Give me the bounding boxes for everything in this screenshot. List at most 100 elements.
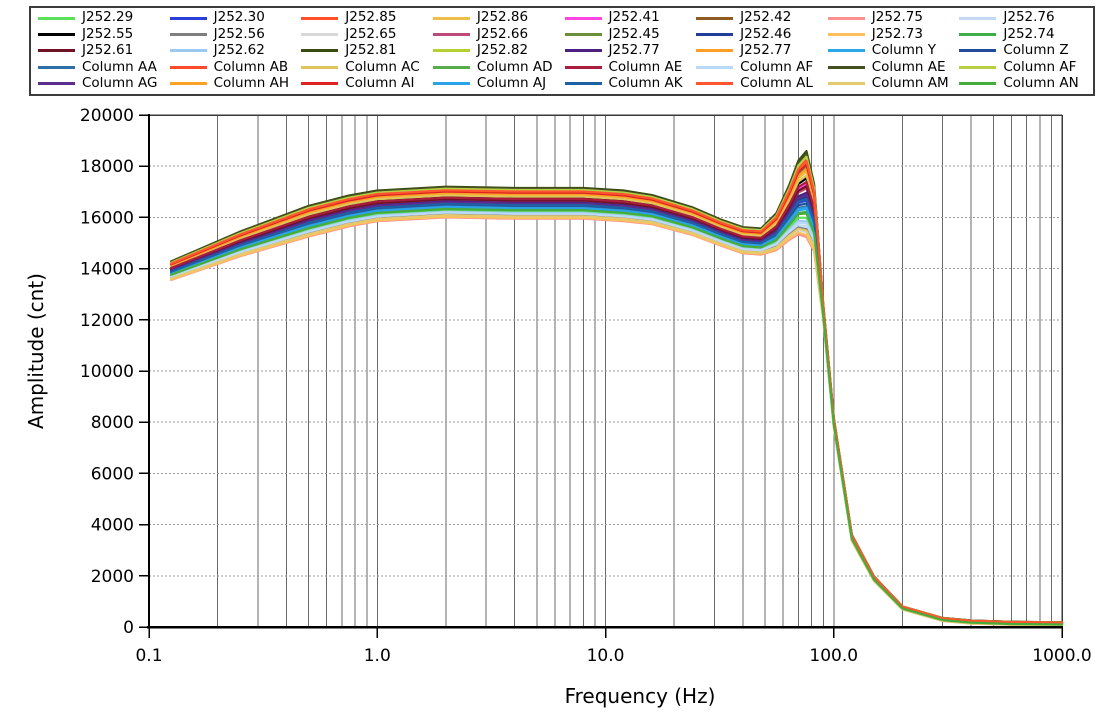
series-line bbox=[170, 202, 1064, 626]
legend-label: Column AL bbox=[740, 75, 813, 91]
legend-swatch bbox=[827, 33, 865, 37]
legend-swatch bbox=[432, 16, 470, 20]
series-line bbox=[170, 213, 1064, 627]
legend-swatch bbox=[959, 16, 997, 20]
legend-swatch bbox=[38, 49, 75, 53]
y-tick-label: 2000 bbox=[91, 567, 134, 587]
legend-item: Column AL bbox=[696, 76, 828, 92]
legend-swatch bbox=[432, 65, 470, 69]
legend-swatch bbox=[432, 82, 470, 86]
legend-label: J252.61 bbox=[82, 42, 134, 59]
legend-swatch bbox=[301, 16, 339, 20]
legend-item: J252.29 bbox=[38, 10, 170, 26]
legend-label: Column AC bbox=[345, 59, 420, 75]
legend-item: J252.73 bbox=[827, 27, 960, 43]
series-line bbox=[170, 174, 1064, 625]
legend-item: Column AK bbox=[564, 76, 697, 92]
legend-label: J252.74 bbox=[1003, 26, 1055, 42]
legend-label: J252.30 bbox=[213, 10, 265, 26]
legend-item: Column AE bbox=[564, 59, 697, 75]
legend-item: Column AG bbox=[38, 76, 170, 92]
axis-layer: 0 2000 4000 6000 8000 10000 12000 14000 16000 180… bbox=[80, 106, 1092, 666]
legend-swatch bbox=[169, 49, 207, 53]
legend-item: J252.62 bbox=[169, 43, 302, 59]
legend-item: J252.46 bbox=[696, 27, 828, 43]
legend-item: J252.81 bbox=[301, 43, 433, 59]
series-line bbox=[170, 183, 1064, 625]
legend-swatch bbox=[696, 49, 734, 53]
legend-label: Column AJ bbox=[476, 75, 547, 91]
legend-swatch bbox=[564, 82, 602, 86]
series-line bbox=[170, 185, 1064, 625]
legend-label: J252.55 bbox=[82, 26, 134, 42]
legend-label: J252.56 bbox=[213, 26, 265, 42]
legend-item: J252.77 bbox=[564, 42, 697, 59]
series-line bbox=[170, 177, 1064, 625]
legend-swatch bbox=[959, 49, 997, 53]
legend-swatch bbox=[959, 65, 997, 69]
legend-label: J252.46 bbox=[740, 26, 792, 42]
series-line bbox=[170, 215, 1064, 627]
series-line bbox=[170, 198, 1064, 626]
series-line bbox=[170, 195, 1064, 626]
y-axis-title: Amplitude (cnt) bbox=[24, 273, 48, 429]
legend-item: Column AD bbox=[432, 59, 565, 75]
legend-item: J252.76 bbox=[959, 10, 1091, 26]
legend-item: Column AH bbox=[169, 76, 302, 92]
legend-swatch bbox=[696, 65, 734, 69]
series-layer bbox=[170, 150, 1064, 627]
legend-label: Column AA bbox=[82, 59, 157, 75]
legend-label: J252.81 bbox=[345, 42, 397, 59]
y-tick-label: 0 bbox=[123, 618, 134, 638]
y-tick-label: 6000 bbox=[91, 464, 134, 484]
legend-label: Column AE bbox=[608, 59, 683, 75]
series-line bbox=[170, 180, 1064, 625]
legend-swatch bbox=[38, 65, 75, 69]
series-line bbox=[170, 193, 1064, 625]
legend-item: J252.42 bbox=[696, 10, 828, 26]
series-line bbox=[170, 205, 1064, 626]
legend-item: Column AF bbox=[959, 59, 1091, 75]
legend-swatch bbox=[169, 65, 207, 69]
legend-swatch bbox=[38, 82, 75, 86]
legend-item: Column AC bbox=[301, 59, 433, 75]
legend-swatch bbox=[564, 49, 602, 53]
legend-swatch bbox=[169, 33, 207, 37]
series-line bbox=[170, 206, 1064, 626]
y-tick-label: 16000 bbox=[80, 208, 134, 228]
legend-item: J252.66 bbox=[432, 26, 565, 43]
legend-swatch bbox=[564, 65, 602, 69]
legend-item: J252.56 bbox=[169, 26, 302, 43]
legend-swatch bbox=[564, 16, 602, 20]
legend-label: Column AG bbox=[82, 75, 158, 91]
legend-item: J252.74 bbox=[959, 27, 1091, 43]
y-tick-label: 10000 bbox=[80, 362, 134, 382]
legend-swatch bbox=[564, 33, 602, 37]
legend-item: J252.55 bbox=[38, 27, 170, 43]
series-line bbox=[170, 207, 1064, 626]
series-line bbox=[170, 207, 1064, 626]
series-line bbox=[170, 205, 1064, 626]
legend-label: J252.86 bbox=[476, 10, 529, 26]
legend-swatch bbox=[827, 82, 865, 86]
y-tick-label: 18000 bbox=[80, 157, 134, 177]
legend-label: J252.75 bbox=[871, 10, 923, 26]
legend-label: Column AN bbox=[1003, 75, 1079, 91]
legend-swatch bbox=[827, 49, 865, 53]
y-tick-label: 4000 bbox=[91, 516, 134, 536]
series-line bbox=[170, 199, 1064, 626]
series-line bbox=[170, 170, 1064, 625]
legend-label: J252.77 bbox=[740, 42, 792, 59]
legend-item: Column Z bbox=[959, 43, 1091, 59]
legend-item: J252.82 bbox=[432, 43, 565, 59]
series-line bbox=[170, 187, 1064, 625]
legend-label: J252.77 bbox=[608, 42, 660, 59]
series-line bbox=[170, 212, 1064, 627]
legend-item: J252.65 bbox=[301, 27, 433, 43]
legend-item: Column AF bbox=[696, 59, 828, 75]
x-tick-label: 100.0 bbox=[809, 646, 858, 666]
legend-label: J252.66 bbox=[476, 26, 529, 42]
legend-label: J252.42 bbox=[740, 10, 792, 26]
legend-swatch bbox=[959, 33, 997, 37]
